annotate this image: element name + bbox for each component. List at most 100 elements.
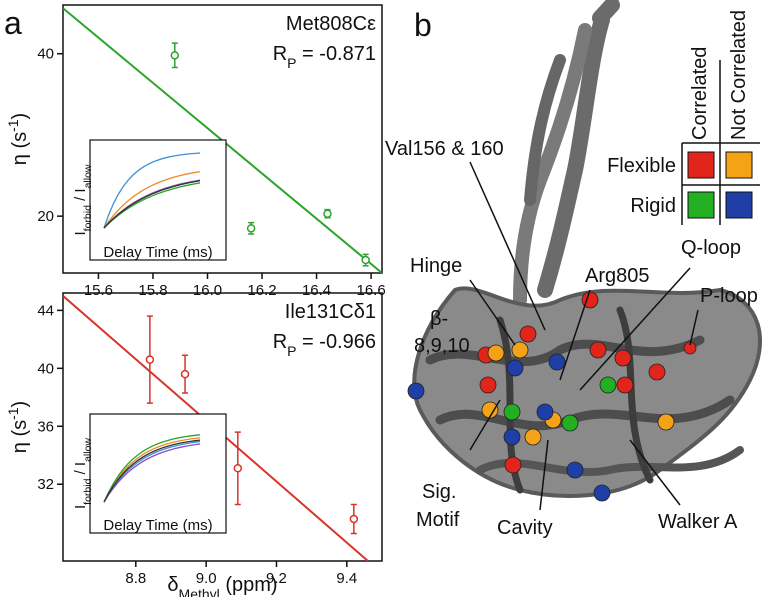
label-part: I xyxy=(72,231,89,235)
label-part: = -0.871 xyxy=(296,43,376,65)
label-part: ) xyxy=(9,113,31,120)
label-part: -1 xyxy=(5,119,21,132)
x-axis-label: δMethyl (ppm) xyxy=(167,574,277,597)
y-tick-label: 36 xyxy=(37,418,54,435)
label-part: allow xyxy=(82,164,94,188)
data-point xyxy=(349,514,359,524)
panel-label: a xyxy=(4,5,22,41)
y-tick-label: 44 xyxy=(37,302,54,319)
data-point-group xyxy=(233,431,243,506)
label-part: P xyxy=(287,343,296,359)
data-point-group xyxy=(361,253,370,267)
legend: Correlated Not Correlated Flexible Rigid xyxy=(607,10,760,225)
inset-x-label: Delay Time (ms) xyxy=(103,517,212,534)
structure-label: 8,9,10 xyxy=(414,335,470,357)
structure-label: Val156 & 160 xyxy=(385,138,504,160)
label-part: R xyxy=(273,43,287,65)
label-part: -1 xyxy=(5,407,21,420)
inset-curve xyxy=(103,182,201,229)
annotation: Ile131Cδ1 xyxy=(285,301,376,323)
inset-curve xyxy=(103,443,201,503)
label-part: allow xyxy=(82,438,94,462)
inset-curve xyxy=(103,440,201,503)
x-tick-label: 16.2 xyxy=(247,282,276,299)
structure-label: Motif xyxy=(416,509,460,531)
inset-x-label: Delay Time (ms) xyxy=(103,244,212,261)
x-tick-label: 9.4 xyxy=(336,570,357,587)
x-tick-label: 16.4 xyxy=(302,282,331,299)
legend-column: Correlated xyxy=(689,47,711,140)
structure-label: Arg805 xyxy=(585,265,650,287)
data-point-group xyxy=(349,503,359,535)
label-part: ) xyxy=(9,401,31,408)
panel-b-labels: Val156 & 160 Hinge Arg805 Q-loop P-loop … xyxy=(385,138,758,539)
label-part: P xyxy=(287,55,296,71)
correlation: RP = -0.871 xyxy=(273,43,376,71)
data-point xyxy=(180,369,190,379)
structure-label: β- xyxy=(430,308,448,330)
annotation: Met808Cε xyxy=(286,13,376,35)
data-point-group xyxy=(145,315,155,404)
structure-label: Q-loop xyxy=(681,237,741,259)
label-part: Methyl xyxy=(179,586,220,597)
legend-row: Flexible xyxy=(607,155,676,177)
inset-curve xyxy=(103,180,201,229)
x-tick-label: 16.0 xyxy=(193,282,222,299)
legend-column: Not Correlated xyxy=(728,10,750,140)
label-part: forbid xyxy=(82,478,94,504)
data-point xyxy=(361,255,370,265)
y-axis-label: η (s-1) xyxy=(5,401,31,453)
x-tick-label: 15.8 xyxy=(138,282,167,299)
y-tick-label: 20 xyxy=(37,208,54,225)
label-part: η (s xyxy=(9,132,31,165)
inset-curve xyxy=(103,152,201,229)
structure-label: P-loop xyxy=(700,285,758,307)
x-tick-label: 16.6 xyxy=(356,282,385,299)
panel-label: b xyxy=(414,7,432,43)
plot-frame xyxy=(62,4,383,274)
inset-curve xyxy=(103,170,201,229)
label-part: / I xyxy=(72,462,89,479)
structure-label: Walker A xyxy=(658,511,738,533)
x-tick-label: 15.6 xyxy=(84,282,113,299)
label-part: η (s xyxy=(9,420,31,453)
label-part: δ xyxy=(167,574,178,596)
inset-curve xyxy=(103,439,201,503)
y-tick-label: 32 xyxy=(37,476,54,493)
label-leaders xyxy=(469,161,699,511)
structure-label: Cavity xyxy=(497,517,553,539)
data-point xyxy=(145,355,155,364)
inset-curve xyxy=(103,434,201,503)
inset-frame xyxy=(89,413,227,534)
structure-label: Hinge xyxy=(410,255,462,277)
data-point xyxy=(233,464,243,473)
data-point-group xyxy=(246,221,256,235)
inset-curve xyxy=(103,437,201,503)
x-tick-label: 9.2 xyxy=(266,570,287,587)
inset-frame xyxy=(89,139,227,261)
data-point-group xyxy=(180,354,190,394)
label-part: R xyxy=(273,331,287,353)
y-tick-label: 40 xyxy=(37,46,54,63)
structure-label: Sig. xyxy=(422,481,456,503)
label-part: (ppm) xyxy=(220,574,278,596)
label-part: forbid xyxy=(82,205,94,231)
x-tick-label: 9.0 xyxy=(196,570,217,587)
data-point-group xyxy=(170,42,180,69)
correlation: RP = -0.966 xyxy=(273,331,376,359)
residue-spheres xyxy=(407,291,697,502)
label-part: I xyxy=(72,505,89,509)
y-axis-label: η (s-1) xyxy=(5,113,31,165)
label-part: / I xyxy=(72,188,89,205)
x-tick-label: 8.8 xyxy=(125,570,146,587)
data-point xyxy=(323,209,332,218)
legend-row: Rigid xyxy=(630,195,676,217)
label-part: = -0.966 xyxy=(296,331,376,353)
data-point xyxy=(246,224,256,233)
inset-y-label: Iforbid / Iallow xyxy=(72,438,94,509)
data-point xyxy=(170,51,180,60)
y-tick-label: 40 xyxy=(37,360,54,377)
data-point-group xyxy=(323,208,332,219)
inset-y-label: Iforbid / Iallow xyxy=(72,164,94,235)
